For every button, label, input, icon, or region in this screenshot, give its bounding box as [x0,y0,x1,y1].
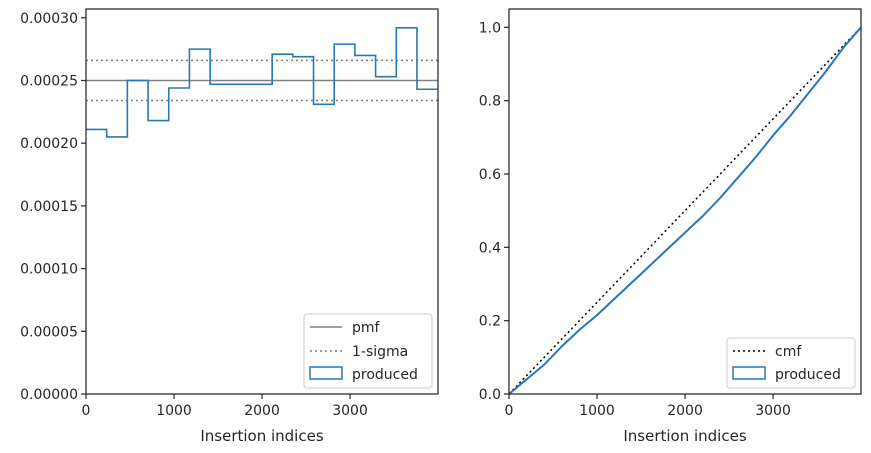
left-legend: pmf 1-sigma produced [303,313,433,389]
left-x-tick-label: 2000 [244,403,280,419]
left-x-tick-label: 1000 [156,403,192,419]
left-x-axis-label: Insertion indices [200,427,323,445]
right-y-tick-label: 0.2 [479,314,501,330]
right-legend-produced-label: produced [775,367,841,383]
right-y-tick-label: 0.6 [479,167,501,183]
right-y-tick-label: 0.0 [479,387,501,403]
right-x-axis-label: Insertion indices [623,427,746,445]
left-y-tick-label: 0.00005 [20,324,78,340]
left-x-tick-label: 0 [82,403,91,419]
produced-histogram-step [86,27,438,138]
right-y-tick-label: 1.0 [479,20,501,36]
left-legend-produced-label: produced [352,367,418,383]
left-y-tick-label: 0.00025 [20,73,78,89]
left-y-tick-label: 0.00010 [20,262,78,278]
right-x-tick-label: 1000 [579,403,615,419]
left-y-tick-label: 0.00000 [20,387,78,403]
right-x-tick-label: 3000 [755,403,791,419]
produced-cumulative-line [508,26,862,395]
cmf-panel: 0 1000 2000 3000 0.0 0.2 0.4 0.6 0.8 1.0 Insertio… [479,8,862,445]
right-legend-cmf-label: cmf [775,344,802,360]
left-y-tick-label: 0.00030 [20,11,78,27]
left-legend-pmf-label: pmf [352,320,381,336]
pmf-panel: 0 1000 2000 3000 0.00000 0.00005 0.00010 0.0001… [20,8,439,445]
left-x-tick-label: 3000 [332,403,368,419]
right-legend: cmf produced [726,337,856,389]
right-x-tick-label: 0 [505,403,514,419]
left-legend-box [303,313,433,389]
right-y-tick-label: 0.8 [479,94,501,110]
right-axes-frame [508,8,862,395]
left-y-tick-label: 0.00015 [20,199,78,215]
left-y-tick-label: 0.00020 [20,136,78,152]
right-y-tick-label: 0.4 [479,240,501,256]
left-legend-produced-swatch [309,366,343,380]
left-legend-sigma-label: 1-sigma [352,344,408,360]
right-legend-produced-swatch [732,366,766,380]
right-x-tick-label: 2000 [667,403,703,419]
